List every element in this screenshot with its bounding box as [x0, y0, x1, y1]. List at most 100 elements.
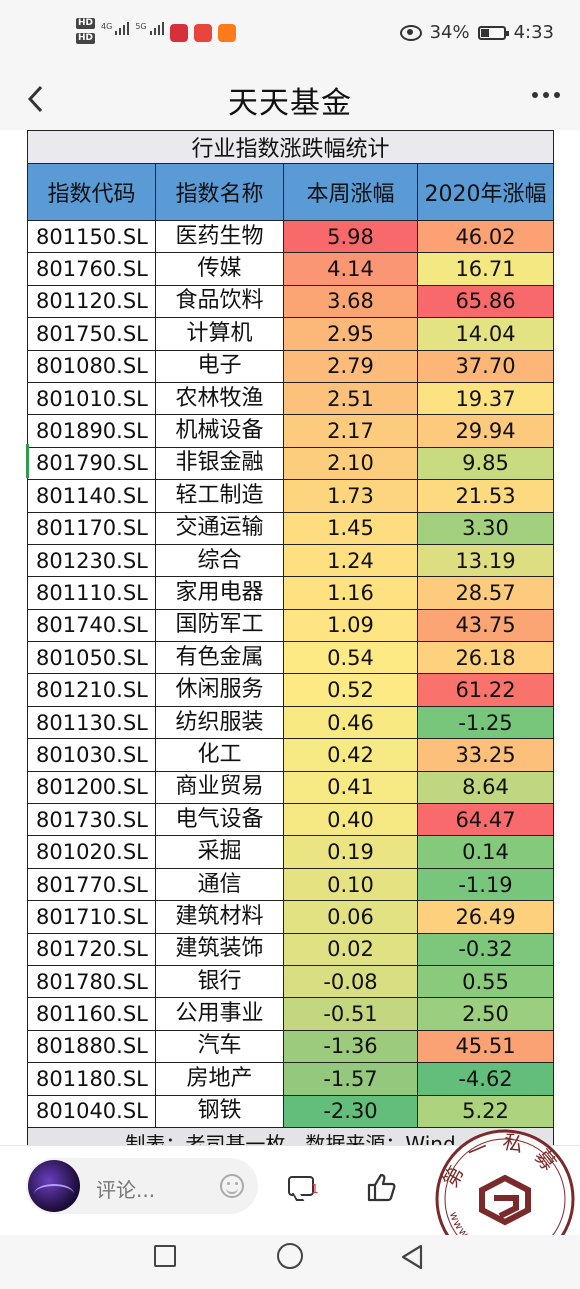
week-change-cell: -0.08 [283, 964, 418, 999]
row-accent-marker [26, 444, 29, 478]
year-change-cell: 13.19 [416, 543, 555, 578]
index-code-cell: 801790.SL [27, 446, 156, 481]
index-name-cell: 有色金属 [155, 641, 284, 675]
index-name-cell: 化工 [155, 738, 284, 772]
week-change-cell: 0.10 [283, 867, 418, 902]
column-header-week: 本周涨幅 [283, 163, 418, 221]
table-row: 801020.SL 采掘 0.19 0.14 [27, 835, 555, 869]
index-code-cell: 801080.SL [27, 349, 156, 383]
year-change-cell: 26.49 [416, 900, 555, 934]
index-name-cell: 电子 [155, 349, 284, 383]
column-header-year: 2020年涨幅 [416, 163, 555, 221]
table-row: 801750.SL 计算机 2.95 14.04 [27, 317, 555, 351]
year-change-cell: 43.75 [416, 608, 555, 643]
table-row: 801050.SL 有色金属 0.54 26.18 [27, 641, 555, 675]
network-label: 4G [101, 22, 113, 31]
index-code-cell: 801770.SL [27, 867, 156, 902]
table-row: 801730.SL 电气设备 0.40 64.47 [27, 803, 555, 837]
year-change-cell: 65.86 [416, 284, 555, 319]
week-change-cell: 2.79 [283, 349, 418, 383]
table-row: 801110.SL 家用电器 1.16 28.57 [27, 576, 555, 610]
table-row: 801710.SL 建筑材料 0.06 26.49 [27, 900, 555, 934]
week-change-cell: 0.42 [283, 738, 418, 772]
index-name-cell: 计算机 [155, 317, 284, 351]
eye-icon [399, 24, 422, 41]
signal-5g-icon: 5G [135, 22, 164, 35]
table-row: 801040.SL 钢铁 -2.30 5.22 [27, 1094, 555, 1128]
week-change-cell: -1.57 [283, 1062, 418, 1096]
week-change-cell: 0.46 [283, 705, 418, 740]
year-change-cell: 64.47 [416, 803, 555, 837]
week-change-cell: 0.19 [283, 835, 418, 869]
week-change-cell: 0.41 [283, 770, 418, 805]
table-row: 801880.SL 汽车 -1.36 45.51 [27, 1029, 555, 1064]
app-notification-icon [193, 24, 212, 42]
week-change-cell: 1.45 [283, 511, 418, 545]
index-name-cell: 传媒 [155, 252, 284, 286]
index-code-cell: 801120.SL [27, 284, 156, 319]
year-change-cell: 46.02 [416, 219, 555, 254]
index-name-cell: 汽车 [155, 1029, 284, 1064]
avatar[interactable] [28, 1160, 80, 1212]
battery-percent: 34% [429, 22, 470, 43]
table-row: 801200.SL 商业贸易 0.41 8.64 [27, 770, 555, 805]
year-change-cell: 3.30 [416, 511, 555, 545]
back-triangle-icon[interactable] [400, 1244, 424, 1270]
column-header-name: 指数名称 [155, 163, 284, 221]
index-name-cell: 公用事业 [155, 997, 284, 1031]
index-name-cell: 建筑装饰 [155, 932, 284, 966]
table-row: 801890.SL 机械设备 2.17 29.94 [27, 414, 555, 448]
year-change-cell: 8.64 [416, 770, 555, 805]
year-change-cell: 26.18 [416, 641, 555, 675]
year-change-cell: 0.14 [416, 835, 555, 869]
more-dots-icon[interactable] [532, 92, 560, 98]
week-change-cell: 1.09 [283, 608, 418, 643]
signal-4g-icon: 4G [101, 22, 130, 35]
status-right: 34% 4:33 [399, 22, 554, 43]
week-change-cell: 0.02 [283, 932, 418, 966]
week-change-cell: 1.73 [283, 479, 418, 513]
hd-badge: HD [76, 18, 96, 29]
year-change-cell: 14.04 [416, 317, 555, 351]
year-change-cell: 2.50 [416, 997, 555, 1031]
index-name-cell: 采掘 [155, 835, 284, 869]
emoji-icon[interactable] [220, 1174, 244, 1198]
comment-placeholder[interactable]: 评论... [96, 1178, 156, 1202]
index-code-cell: 801030.SL [27, 738, 156, 772]
index-code-cell: 801150.SL [27, 219, 156, 254]
network-label: 5G [135, 22, 147, 31]
home-icon[interactable] [277, 1243, 303, 1269]
index-name-cell: 综合 [155, 543, 284, 578]
index-name-cell: 商业贸易 [155, 770, 284, 805]
index-code-cell: 801230.SL [27, 543, 156, 578]
chevron-left-icon[interactable] [26, 84, 46, 114]
table-row: 801780.SL 银行 -0.08 0.55 [27, 964, 555, 999]
week-change-cell: 0.54 [283, 641, 418, 675]
index-name-cell: 机械设备 [155, 414, 284, 448]
clock: 4:33 [513, 22, 554, 43]
index-name-cell: 医药生物 [155, 219, 284, 254]
comment-icon[interactable] [288, 1176, 314, 1196]
year-change-cell: -1.25 [416, 705, 555, 740]
table-row: 801080.SL 电子 2.79 37.70 [27, 349, 555, 383]
year-change-cell: 9.85 [416, 446, 555, 481]
week-change-cell: 2.95 [283, 317, 418, 351]
app-notification-icon [169, 24, 188, 42]
week-change-cell: 2.17 [283, 414, 418, 448]
week-change-cell: -1.36 [283, 1029, 418, 1064]
index-code-cell: 801750.SL [27, 317, 156, 351]
table-row: 801720.SL 建筑装饰 0.02 -0.32 [27, 932, 555, 966]
year-change-cell: 29.94 [416, 414, 555, 448]
app-header: 天天基金 [0, 70, 580, 130]
index-code-cell: 801140.SL [27, 479, 156, 513]
recent-apps-icon[interactable] [154, 1245, 176, 1267]
hd-badge: HD [76, 33, 96, 44]
status-bar: HD HD 4G 5G 34% 4:33 [0, 0, 580, 70]
table-row: 801740.SL 国防军工 1.09 43.75 [27, 608, 555, 643]
year-change-cell: 16.71 [416, 252, 555, 286]
thumbs-up-icon[interactable] [366, 1172, 398, 1202]
index-code-cell: 801040.SL [27, 1094, 156, 1128]
week-change-cell: 2.10 [283, 446, 418, 481]
table-row: 801180.SL 房地产 -1.57 -4.62 [27, 1062, 555, 1096]
index-code-cell: 801760.SL [27, 252, 156, 286]
